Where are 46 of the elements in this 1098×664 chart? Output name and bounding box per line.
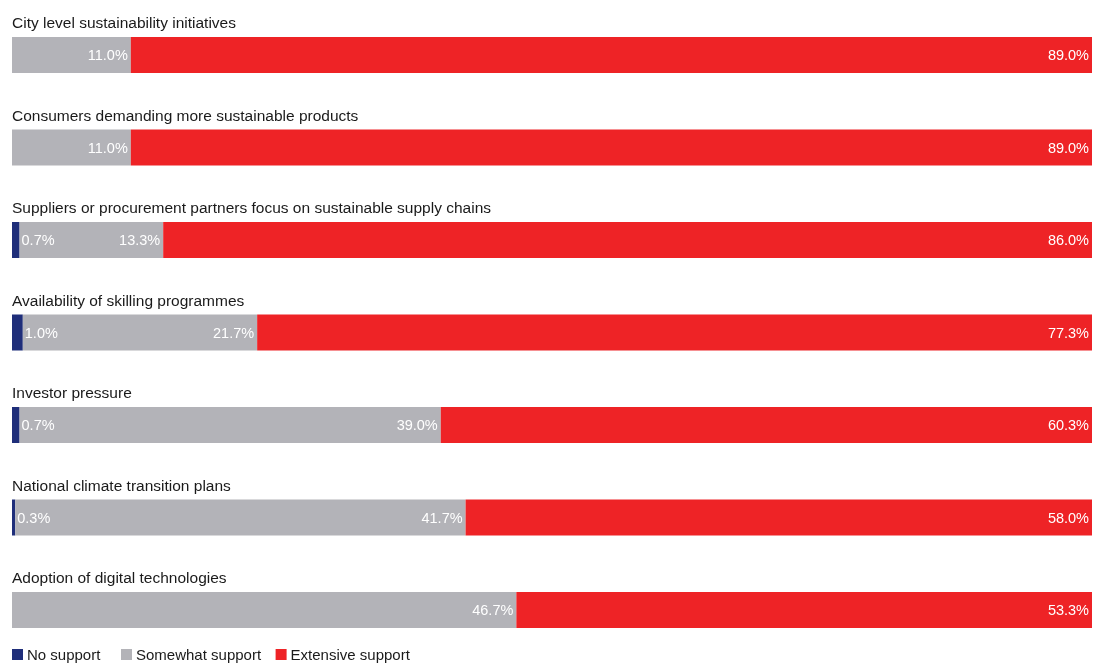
bar [12, 314, 23, 351]
y-tick-label: Availability of skilling programmes [12, 291, 245, 309]
bar [130, 37, 1092, 73]
data-label: 46.7% [472, 602, 514, 618]
data-label: 77.3% [1047, 324, 1090, 341]
data-label: 1.0% [24, 324, 58, 341]
bar [440, 407, 1092, 443]
bar [257, 314, 1092, 351]
data-label: 53.3% [1047, 602, 1090, 618]
data-label: 0.3% [17, 509, 51, 526]
data-label: 13.3% [119, 232, 161, 248]
y-tick-label: Consumers demanding more sustainable products [12, 106, 359, 124]
data-label: 39.0% [396, 417, 438, 433]
bar [12, 222, 20, 258]
data-label: 86.0% [1047, 232, 1090, 248]
y-tick-label: National climate transition plans [12, 476, 232, 494]
bar [130, 129, 1092, 166]
data-label: 11.0% [87, 47, 128, 63]
legend-label: No support [27, 646, 102, 663]
data-label: 21.7% [213, 324, 255, 341]
y-tick-label: Investor pressure [12, 384, 132, 401]
bar [12, 37, 131, 73]
data-label: 89.0% [1047, 47, 1090, 63]
bar [12, 407, 20, 443]
y-tick-label: Adoption of digital technologies [12, 569, 227, 586]
data-label: 41.7% [421, 509, 463, 526]
bar [22, 314, 258, 351]
bar [12, 499, 16, 536]
y-tick-label: City level sustainability initiatives [12, 14, 237, 31]
bar [12, 592, 517, 628]
bar [19, 407, 441, 443]
bar [516, 592, 1092, 628]
legend-label: Extensive support [290, 646, 411, 663]
legend-label: Somewhat support [136, 646, 262, 663]
bar [465, 499, 1092, 536]
bar [12, 129, 131, 166]
bar [15, 499, 466, 536]
y-tick-label: Suppliers or procurement partners focus on sustainable supply chains [12, 199, 492, 216]
data-label: 11.0% [87, 139, 128, 156]
data-label: 0.7% [21, 232, 55, 248]
bar [163, 222, 1092, 258]
data-label: 60.3% [1047, 417, 1090, 433]
data-label: 89.0% [1047, 139, 1090, 156]
data-label: 58.0% [1047, 509, 1090, 526]
bar [19, 222, 164, 258]
data-label: 0.7% [21, 417, 55, 433]
